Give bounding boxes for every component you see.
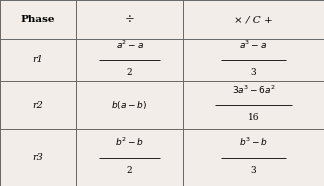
Text: Phase: Phase bbox=[21, 15, 55, 24]
Text: r3: r3 bbox=[33, 153, 43, 162]
Text: × / C +: × / C + bbox=[234, 15, 273, 24]
Text: $b(a-b)$: $b(a-b)$ bbox=[111, 99, 148, 111]
Text: $b^3-b$: $b^3-b$ bbox=[239, 136, 268, 148]
Text: 2: 2 bbox=[127, 166, 133, 175]
Text: 2: 2 bbox=[127, 68, 133, 77]
Text: 3: 3 bbox=[251, 166, 256, 175]
Text: r1: r1 bbox=[33, 55, 43, 65]
Text: r2: r2 bbox=[33, 101, 43, 110]
Text: $a^3-a$: $a^3-a$ bbox=[239, 38, 268, 51]
Text: 3: 3 bbox=[251, 68, 256, 77]
Text: $b^2-b$: $b^2-b$ bbox=[115, 136, 144, 148]
Text: $3a^3-6a^2$: $3a^3-6a^2$ bbox=[232, 83, 275, 96]
Text: $a^2-a$: $a^2-a$ bbox=[116, 38, 144, 51]
Text: 16: 16 bbox=[248, 113, 259, 122]
Text: ÷: ÷ bbox=[125, 13, 134, 26]
